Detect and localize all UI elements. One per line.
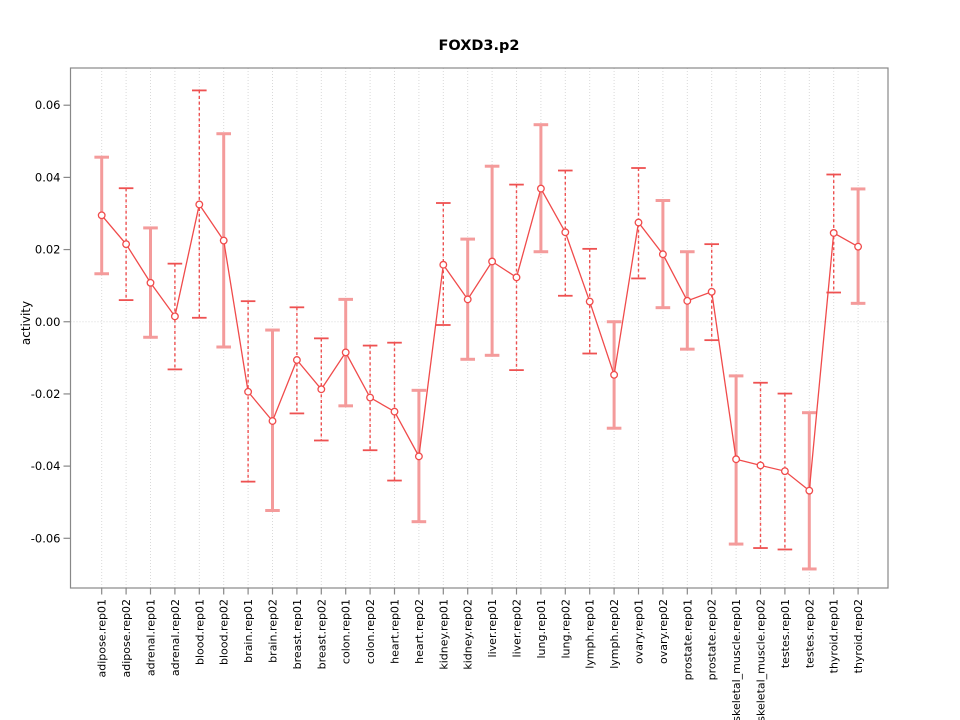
data-point (829, 229, 838, 237)
x-tick-label: thyroid.rep02 (852, 599, 865, 673)
x-tick-label: kidney.rep01 (437, 599, 450, 670)
data-point (463, 295, 472, 304)
x-tick-label: ovary.rep02 (657, 599, 670, 664)
x-tick-label: kidney.rep02 (462, 599, 475, 670)
data-point (658, 250, 667, 259)
data-point (536, 184, 545, 193)
data-point (195, 200, 204, 209)
x-tick-label: blood.rep02 (218, 599, 231, 665)
y-tick-label: -0.04 (31, 459, 61, 473)
y-tick-label: 0.06 (35, 98, 61, 112)
data-point (585, 297, 594, 306)
y-tick-label: -0.06 (31, 531, 61, 545)
data-point (97, 211, 106, 220)
x-tick-label: skeletal_muscle.rep02 (755, 599, 768, 720)
data-point (732, 455, 741, 464)
data-point (317, 385, 326, 394)
data-point (634, 218, 643, 227)
x-tick-label: lymph.rep02 (608, 599, 621, 669)
x-tick-label: brain.rep02 (267, 599, 280, 663)
data-point (683, 296, 692, 305)
x-tick-label: breast.rep01 (291, 599, 304, 669)
x-tick-label: adipose.rep01 (96, 599, 109, 678)
plot-box (69, 67, 889, 589)
y-tick-label: -0.02 (31, 387, 61, 401)
x-tick-label: skeletal_muscle.rep01 (730, 599, 743, 720)
data-point (610, 370, 619, 379)
data-point (512, 273, 521, 282)
x-tick-label: liver.rep02 (511, 599, 524, 657)
chart-title: FOXD3.p2 (438, 38, 520, 54)
x-tick-label: lung.rep01 (535, 599, 548, 659)
y-tick-label: 0.02 (35, 243, 61, 257)
x-tick-label: colon.rep01 (340, 599, 353, 664)
x-tick-label: prostate.rep02 (706, 599, 719, 680)
x-tick-label: lung.rep02 (559, 599, 572, 659)
y-tick-label: 0.04 (35, 170, 61, 184)
data-point (854, 242, 863, 251)
x-tick-label: breast.rep02 (315, 599, 328, 669)
x-tick-label: brain.rep01 (242, 599, 255, 663)
data-point (366, 393, 375, 402)
x-tick-label: adipose.rep02 (120, 599, 133, 678)
data-point (341, 348, 350, 357)
data-point (244, 387, 253, 396)
x-tick-label: heart.rep01 (389, 599, 402, 664)
data-point (268, 417, 277, 425)
data-point (756, 461, 765, 470)
y-tick-label: 0.00 (35, 315, 61, 329)
data-point (439, 260, 448, 269)
x-tick-label: lymph.rep01 (584, 599, 597, 669)
x-tick-label: adrenal.rep01 (145, 599, 158, 676)
data-point (488, 257, 497, 266)
data-point (707, 287, 716, 296)
data-point (780, 467, 789, 476)
data-point (805, 486, 814, 495)
data-point (146, 278, 155, 287)
x-tick-label: testes.rep01 (779, 599, 792, 668)
data-point (414, 452, 423, 461)
data-point (292, 356, 301, 364)
x-tick-label: liver.rep01 (486, 599, 499, 657)
series-line (101, 186, 859, 492)
data-point (219, 236, 228, 245)
x-tick-label: blood.rep01 (193, 599, 206, 665)
x-tick-label: adrenal.rep02 (169, 599, 182, 676)
data-point (170, 312, 179, 321)
x-tick-label: ovary.rep01 (633, 599, 646, 664)
x-tick-label: testes.rep02 (803, 599, 816, 668)
x-tick-label: heart.rep02 (413, 599, 426, 664)
data-point (122, 240, 131, 249)
x-tick-label: colon.rep02 (364, 599, 377, 664)
data-point (561, 228, 570, 237)
data-point (390, 407, 399, 416)
x-tick-label: thyroid.rep01 (828, 599, 841, 673)
x-tick-label: prostate.rep01 (681, 599, 694, 680)
